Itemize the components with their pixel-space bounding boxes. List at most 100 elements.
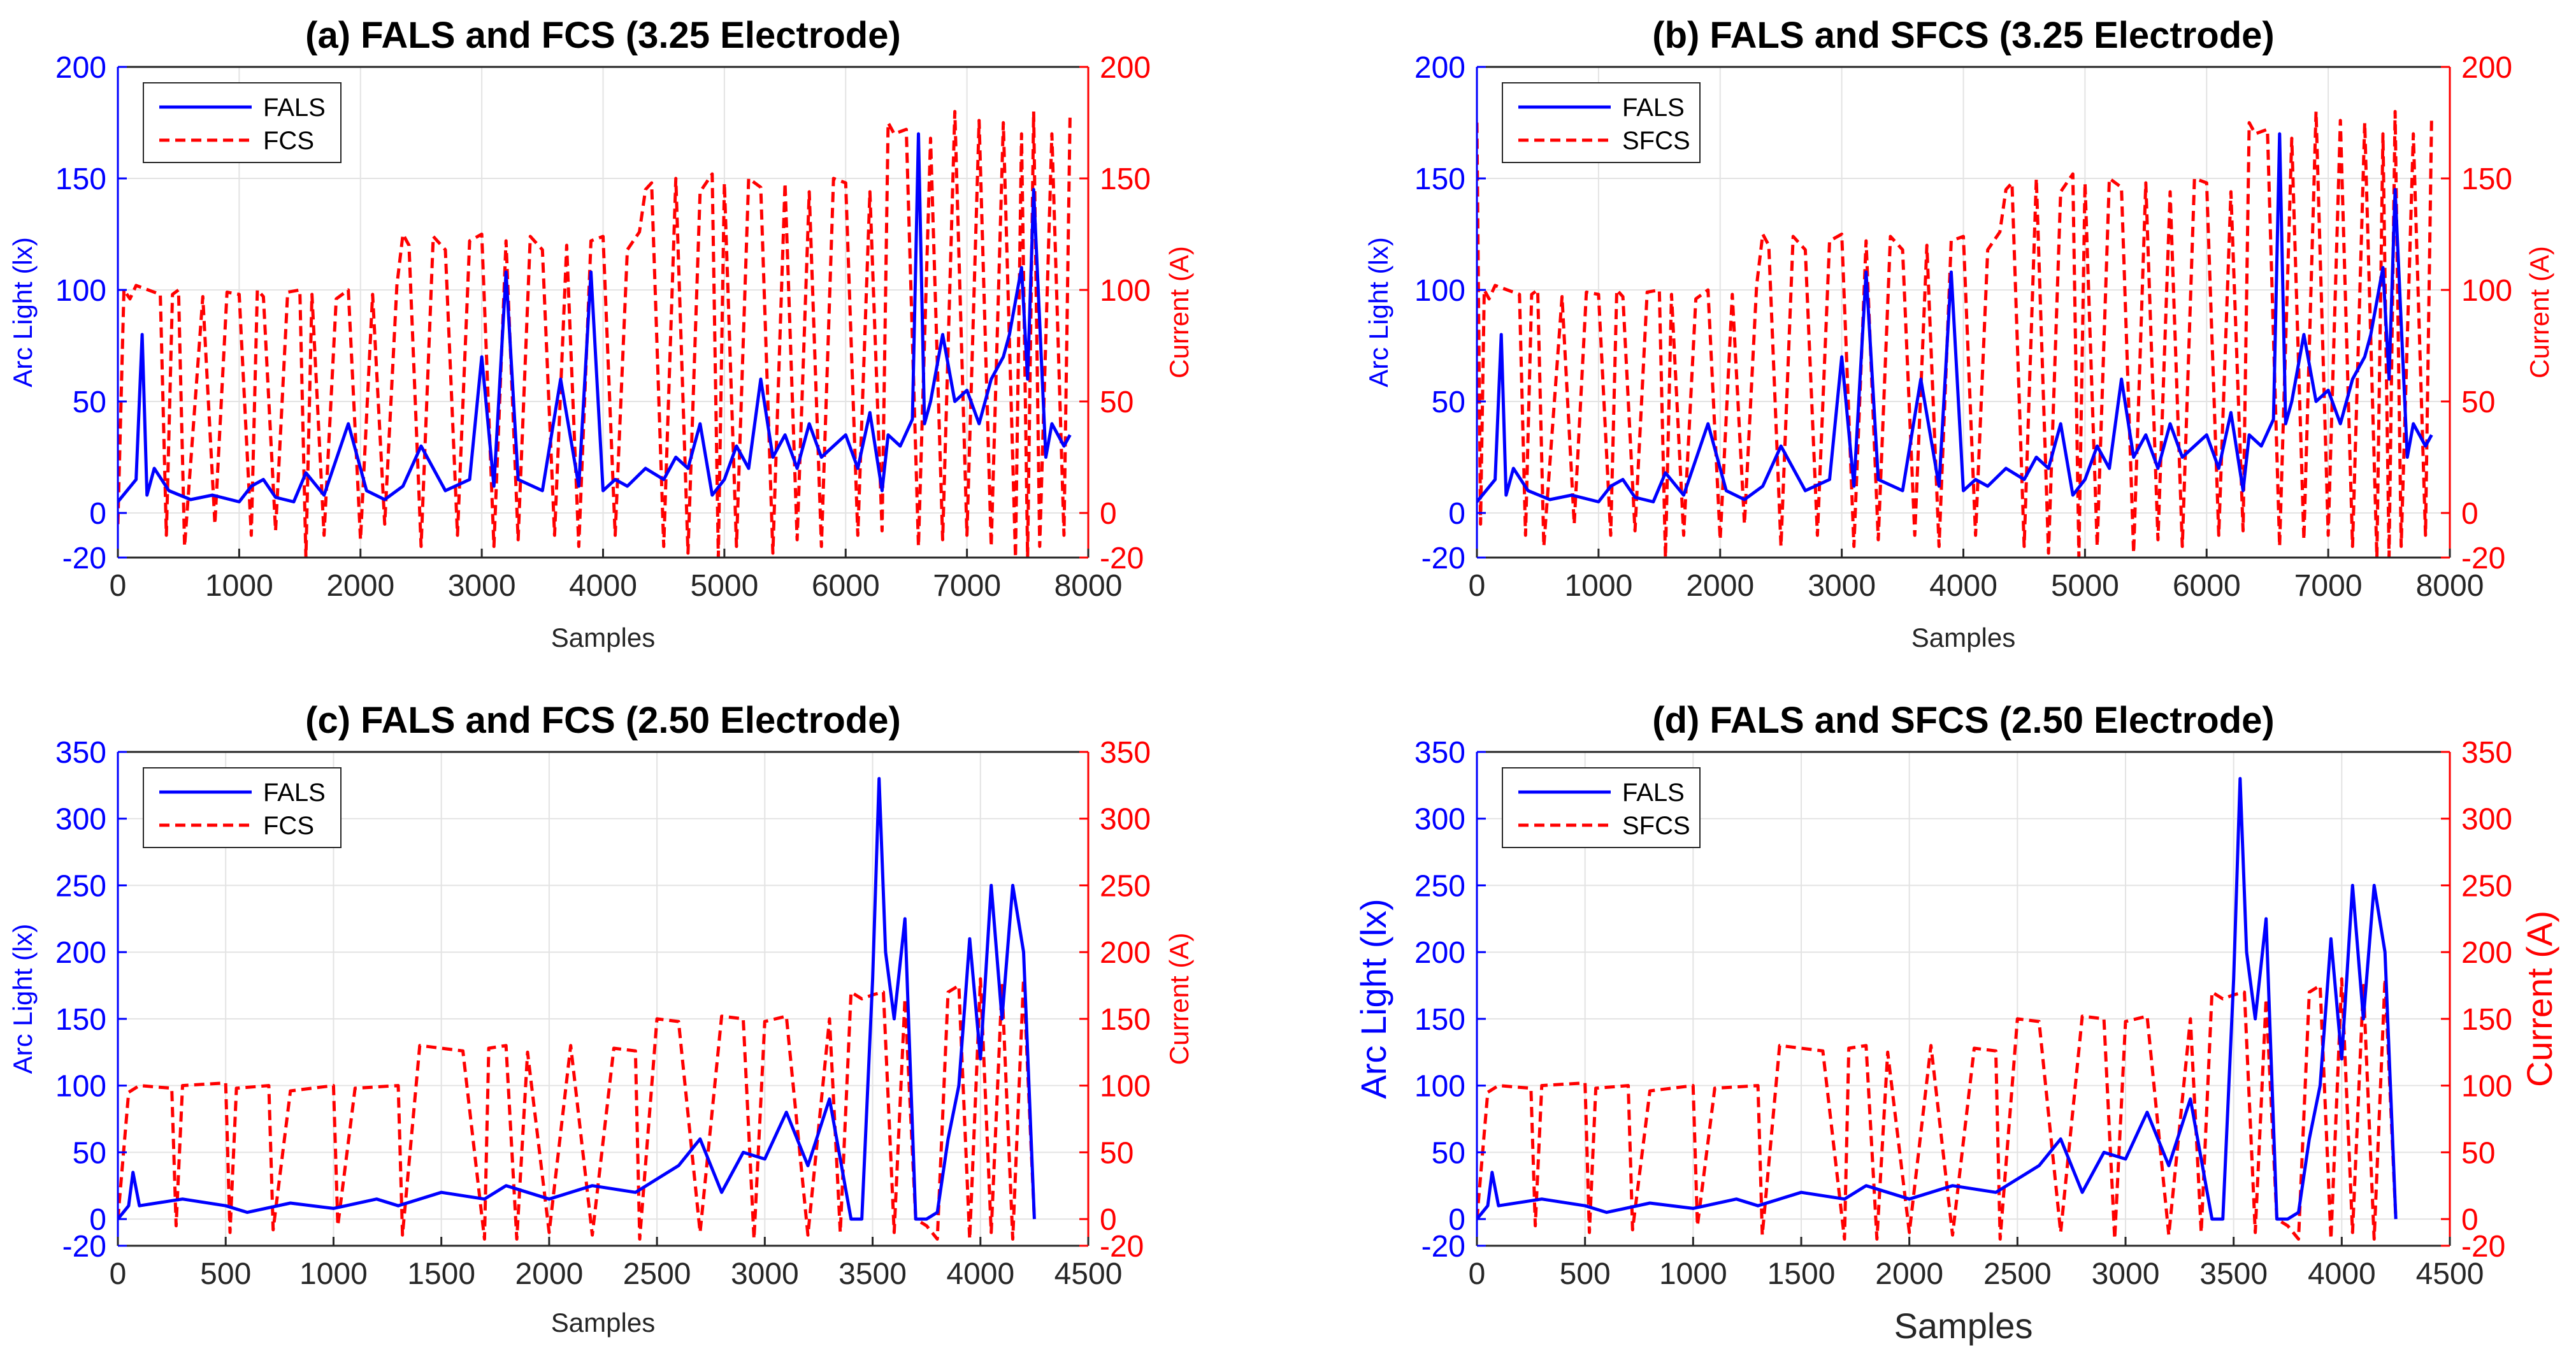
x-tick-label: 0 xyxy=(110,569,127,603)
x-tick-label: 2500 xyxy=(623,1257,691,1291)
y-axis-label-left: Arc Light (lx) xyxy=(1364,237,1393,387)
x-tick-label: 7000 xyxy=(933,569,1001,603)
y-tick-label-right: 100 xyxy=(2461,1070,2512,1104)
x-tick-label: 3000 xyxy=(1808,569,1876,603)
x-tick-label: 500 xyxy=(1560,1257,1611,1291)
x-tick-label: 6000 xyxy=(812,569,880,603)
y-axis-label-right: Current (A) xyxy=(2524,246,2554,379)
chart-title: (a) FALS and FCS (3.25 Electrode) xyxy=(305,15,901,56)
x-tick-label: 1500 xyxy=(407,1257,475,1291)
y-tick-label-left: 200 xyxy=(1414,936,1465,970)
y-tick-label-right: 200 xyxy=(1100,936,1151,970)
y-tick-label-right: 50 xyxy=(1100,386,1133,419)
legend-label: SFCS xyxy=(1622,812,1690,840)
y-tick-label-right: 100 xyxy=(1100,274,1151,308)
x-tick-label: 0 xyxy=(1469,569,1486,603)
legend-label: SFCS xyxy=(1622,127,1690,155)
y-tick-label-right: 350 xyxy=(2461,736,2512,770)
legend-label: FALS xyxy=(1622,94,1685,122)
legend-box xyxy=(1502,82,1701,163)
y-tick-label-right: 100 xyxy=(2461,274,2512,308)
y-tick-label-left: 200 xyxy=(1414,51,1465,85)
chart-panel-c: 0 500 1000 1500 2000 2500 3000 3500 4000 4500-200… xyxy=(8,700,1194,1338)
y-tick-label-left: 350 xyxy=(1414,736,1465,770)
y-tick-label-left: 300 xyxy=(1414,803,1465,837)
x-tick-label: 3000 xyxy=(731,1257,799,1291)
x-tick-label: 5000 xyxy=(2051,569,2119,603)
x-tick-label: 3000 xyxy=(2092,1257,2160,1291)
y-tick-label-right: 0 xyxy=(2461,1203,2479,1237)
x-tick-label: 2000 xyxy=(1875,1257,1943,1291)
y-tick-label-left: 350 xyxy=(55,736,106,770)
y-tick-label-right: 200 xyxy=(2461,51,2512,85)
y-tick-label-left: 0 xyxy=(1448,497,1465,531)
x-tick-label: 1500 xyxy=(1767,1257,1836,1291)
y-tick-label-left: 150 xyxy=(1414,1003,1465,1037)
x-tick-label: 4000 xyxy=(569,569,637,603)
series-line-fcs xyxy=(118,110,1072,558)
y-axis-label-right: Current (A) xyxy=(2519,911,2559,1087)
legend-label: FCS xyxy=(263,127,314,155)
legend-label: FALS xyxy=(263,779,326,807)
x-axis-label: Samples xyxy=(1911,623,2015,653)
series-line-fals xyxy=(1477,777,2398,1221)
y-tick-label-right: 150 xyxy=(2461,1003,2512,1037)
x-axis-label: Samples xyxy=(551,623,655,653)
x-tick-label: 3500 xyxy=(2199,1257,2268,1291)
y-tick-label-left: 200 xyxy=(55,51,106,85)
x-tick-label: 3500 xyxy=(838,1257,907,1291)
y-tick-label-right: 300 xyxy=(2461,803,2512,837)
legend-label: FALS xyxy=(1622,779,1685,807)
y-tick-label-left: 100 xyxy=(1414,1070,1465,1104)
chart-title: (d) FALS and SFCS (2.50 Electrode) xyxy=(1652,700,2274,741)
x-tick-label: 4500 xyxy=(1054,1257,1123,1291)
chart-panel-d: 0 500 1000 1500 2000 2500 3000 3500 4000 4500-200… xyxy=(1353,700,2559,1346)
y-tick-label-right: 250 xyxy=(2461,869,2512,903)
chart-title: (c) FALS and FCS (2.50 Electrode) xyxy=(305,700,901,741)
x-tick-label: 4000 xyxy=(1929,569,1997,603)
x-tick-label: 2000 xyxy=(326,569,394,603)
legend-box xyxy=(1502,767,1701,848)
y-tick-label-left: 100 xyxy=(1414,274,1465,308)
x-tick-label: 1000 xyxy=(205,569,273,603)
series-group xyxy=(1477,777,2398,1241)
y-axis-label-right: Current (A) xyxy=(1164,933,1194,1065)
y-axis-label-right: Current (A) xyxy=(1164,246,1194,379)
y-tick-label-left: -20 xyxy=(1421,1230,1465,1264)
y-tick-label-left: -20 xyxy=(62,542,106,575)
x-tick-label: 2000 xyxy=(515,1257,583,1291)
x-tick-label: 1000 xyxy=(299,1257,368,1291)
y-tick-label-left: 300 xyxy=(55,803,106,837)
y-tick-label-right: 200 xyxy=(1100,51,1151,85)
y-tick-label-left: 200 xyxy=(55,936,106,970)
y-tick-label-right: 150 xyxy=(1100,1003,1151,1037)
y-tick-label-right: -20 xyxy=(1100,542,1144,575)
y-axis-label-left: Arc Light (lx) xyxy=(8,237,38,387)
series-line-fals xyxy=(118,132,1072,503)
x-tick-label: 0 xyxy=(1469,1257,1486,1291)
y-tick-label-right: 200 xyxy=(2461,936,2512,970)
chart-title: (b) FALS and SFCS (3.25 Electrode) xyxy=(1652,15,2274,56)
legend-box xyxy=(143,82,342,163)
series-group xyxy=(118,777,1036,1241)
x-tick-label: 3000 xyxy=(448,569,516,603)
y-tick-label-right: 300 xyxy=(1100,803,1151,837)
chart-panel-a: 0 1000 2000 3000 4000 5000 6000 7000 8000-200501… xyxy=(8,15,1194,653)
series-line-fals xyxy=(118,777,1036,1221)
y-tick-label-right: -20 xyxy=(2461,1230,2505,1264)
x-axis-label: Samples xyxy=(1894,1306,2033,1346)
x-tick-label: 7000 xyxy=(2294,569,2363,603)
y-tick-label-left: 0 xyxy=(1448,1203,1465,1237)
series-line-fcs xyxy=(118,977,1036,1241)
x-axis-label: Samples xyxy=(551,1308,655,1338)
y-tick-label-left: 150 xyxy=(1414,162,1465,196)
y-tick-label-left: 50 xyxy=(1432,1136,1465,1170)
y-tick-label-right: 350 xyxy=(1100,736,1151,770)
x-tick-label: 1000 xyxy=(1659,1257,1727,1291)
y-tick-label-left: 150 xyxy=(55,162,106,196)
legend: FALS SFCS xyxy=(1502,82,1701,163)
legend-label: FCS xyxy=(263,812,314,840)
x-tick-label: 2500 xyxy=(1983,1257,2052,1291)
y-tick-label-right: -20 xyxy=(2461,542,2505,575)
